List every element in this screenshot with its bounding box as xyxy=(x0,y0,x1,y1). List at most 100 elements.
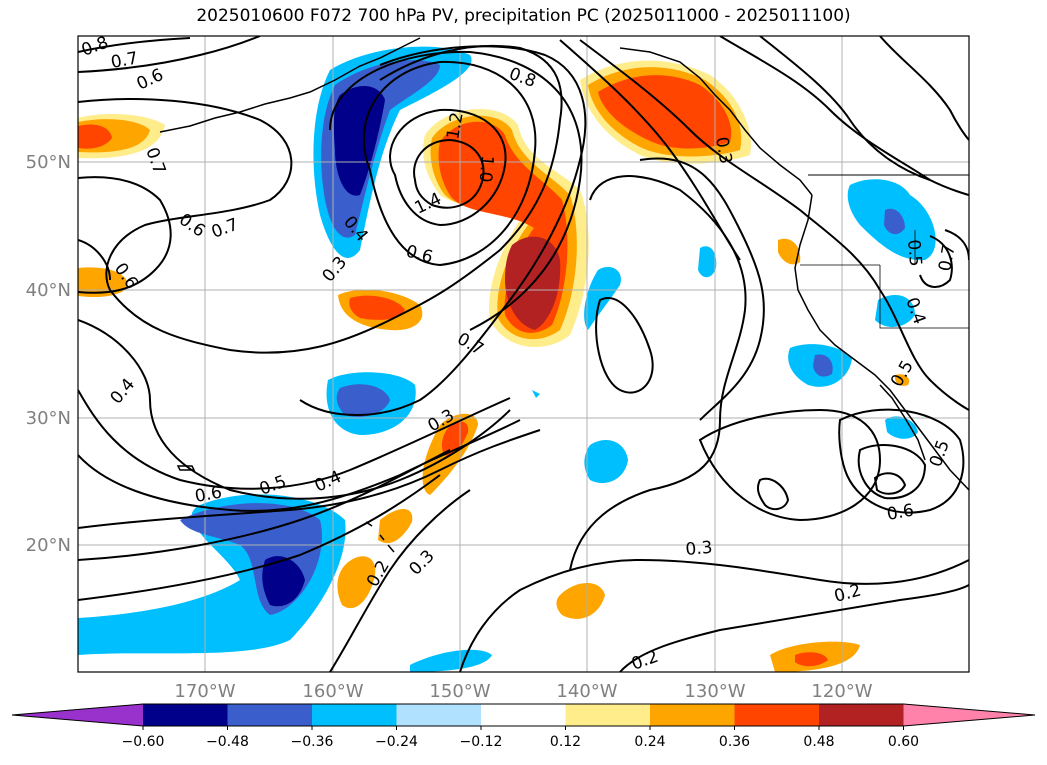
pv-contour xyxy=(78,44,563,354)
lon-label: 120°W xyxy=(811,681,872,702)
longitude-labels: 170°W 160°W 150°W 140°W 130°W 120°W xyxy=(174,681,872,702)
contour-label: 1.0 xyxy=(475,155,497,184)
pv-contour xyxy=(719,36,969,196)
colorbar-extend-max xyxy=(903,704,1035,726)
contour-label: 0.2 xyxy=(832,581,863,607)
lat-label: 30°N xyxy=(26,408,71,429)
colorbar-tick-label: 0.36 xyxy=(719,734,750,750)
colorbar-segment xyxy=(565,704,651,726)
lat-label: 20°N xyxy=(26,535,71,556)
contour-label: 0.5 xyxy=(257,472,289,500)
precip-negative-central-mid xyxy=(336,384,390,417)
pv-contour xyxy=(759,36,931,181)
precip-negative-small xyxy=(532,390,540,398)
pv-contour xyxy=(756,477,790,511)
lon-label: 150°W xyxy=(429,681,490,702)
pv-contour xyxy=(919,235,953,288)
pv-contour xyxy=(329,50,583,331)
pv-contour xyxy=(78,36,261,73)
contour-label: 0.4 xyxy=(107,375,140,409)
contour-label: 0.7 xyxy=(209,215,241,243)
pv-contour xyxy=(78,389,511,490)
contour-label: 0.8 xyxy=(506,64,538,92)
colorbar-segment xyxy=(481,704,566,726)
colorbar-tick-label: −0.24 xyxy=(375,734,418,750)
pv-contour xyxy=(78,176,172,294)
colorbar-extend-min xyxy=(12,704,143,726)
border-states xyxy=(800,230,969,329)
pv-contour xyxy=(78,419,521,512)
lon-label: 160°W xyxy=(302,681,363,702)
contour-label: 0.8 xyxy=(79,33,111,61)
coastline-us-west xyxy=(794,194,969,491)
pv-contour xyxy=(299,45,587,416)
pv-contour xyxy=(857,444,927,500)
contour-label: 0.7 xyxy=(109,49,139,73)
map-frame xyxy=(77,35,970,673)
lon-label: 140°W xyxy=(556,681,617,702)
colorbar-tick-label: −0.36 xyxy=(291,734,334,750)
contour-label: 0.5 xyxy=(887,357,918,390)
pv-contour xyxy=(639,157,765,421)
contour-label: 0.4 xyxy=(312,467,345,497)
contour-label: 0.7 xyxy=(935,243,959,273)
colorbar-segment xyxy=(650,704,735,726)
contour-label: 0.6 xyxy=(404,242,435,268)
pv-contour xyxy=(459,558,969,672)
pv-contour xyxy=(78,449,451,561)
pv-contour xyxy=(698,408,882,522)
precip-negative-gulf-core xyxy=(333,85,385,196)
colorbar-segment xyxy=(227,704,313,726)
colorbar-tick-label: −0.12 xyxy=(460,734,503,750)
pv-contour xyxy=(78,474,441,601)
colorbar-segment xyxy=(396,704,482,726)
pv-contour xyxy=(176,465,196,471)
colorbar-tick-label: 0.24 xyxy=(634,734,665,750)
pv-contour xyxy=(389,108,507,227)
contour-label: 0.5 xyxy=(903,239,925,268)
precip-negative-midocean-3 xyxy=(584,440,628,484)
contour-label: 0.3 xyxy=(405,546,438,579)
coastline-alaska-panhandle xyxy=(619,47,813,196)
pv-contour xyxy=(329,489,471,672)
precip-positive-subtrop-1-core xyxy=(441,421,469,456)
precip-positive-baja xyxy=(894,374,910,386)
pv-contour xyxy=(838,408,965,514)
contour-label: 0.6 xyxy=(885,501,915,525)
lat-label: 50°N xyxy=(26,152,71,173)
lon-label: 130°W xyxy=(684,681,745,702)
precip-negative-mexico xyxy=(885,416,918,439)
contour-label: 0.6 xyxy=(134,65,167,95)
colorbar-tick-label: −0.48 xyxy=(206,734,249,750)
pv-contour xyxy=(78,319,511,500)
precip-positive-subtrop-4 xyxy=(556,582,605,619)
precip-positive-subtrop-2 xyxy=(378,508,413,544)
colorbar-segment xyxy=(734,704,820,726)
colorbar: −0.60 −0.48 −0.36 −0.24 −0.12 0.12 0.24 0.36 0.4… xyxy=(11,703,1036,750)
contour-label: 0.2 xyxy=(629,647,661,675)
coastlines xyxy=(159,37,969,553)
precip-positive-midlat-core xyxy=(349,295,405,320)
latitude-labels: 50°N 40°N 30°N 20°N xyxy=(26,152,71,556)
coastline-baja xyxy=(879,384,926,461)
precipitation-shading xyxy=(78,46,936,672)
colorbar-segment xyxy=(312,704,397,726)
pv-contour xyxy=(579,39,969,411)
precip-negative-midocean-2 xyxy=(698,246,717,278)
pv-contour xyxy=(559,39,741,261)
contour-label: 0.6 xyxy=(193,483,223,507)
pv-contour xyxy=(873,472,907,495)
pv-contour xyxy=(879,36,969,141)
pv-contour xyxy=(619,584,969,672)
pv-contour xyxy=(78,37,191,53)
pv-contour xyxy=(595,297,654,394)
contour-label: 0.3 xyxy=(685,538,714,560)
precip-negative-westcoast-3-mid xyxy=(813,354,833,377)
precip-positive-subtrop-3 xyxy=(337,556,376,609)
pv-contour xyxy=(413,138,485,209)
lon-label: 170°W xyxy=(174,681,235,702)
pv-contour xyxy=(78,239,111,281)
pv-contour xyxy=(569,175,747,571)
precip-negative-bottom xyxy=(410,649,492,672)
